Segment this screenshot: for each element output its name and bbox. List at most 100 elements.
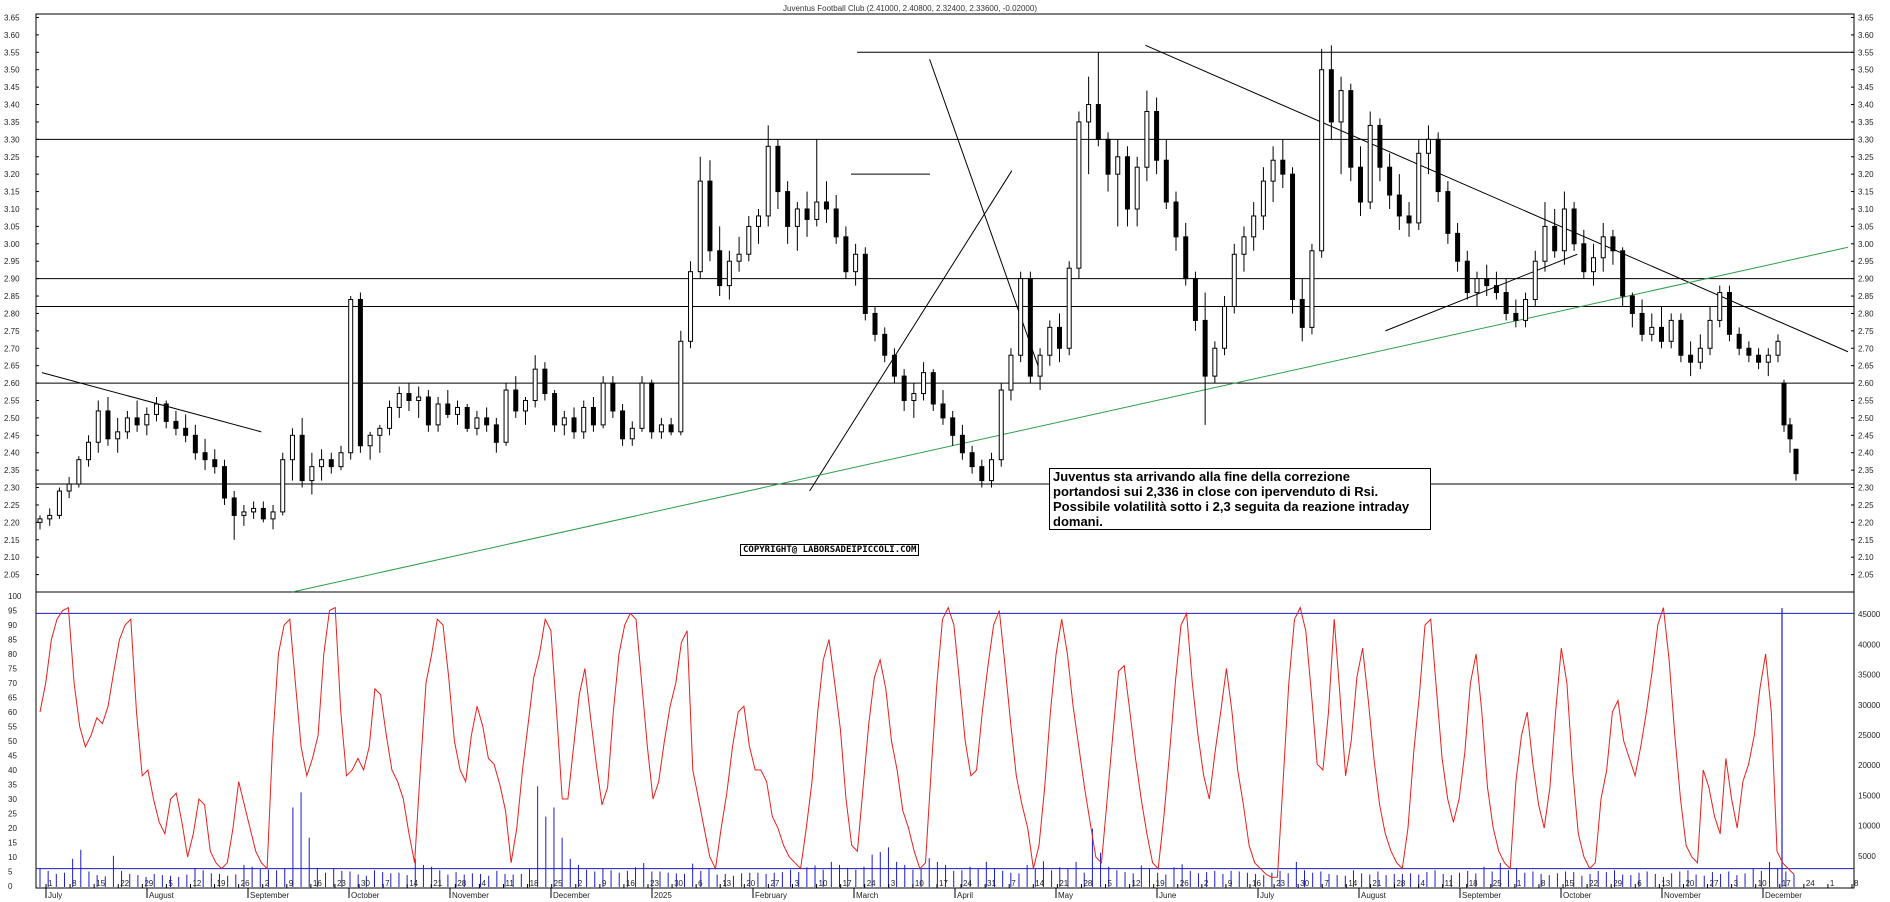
price-tick-label: 2.95	[1858, 257, 1874, 266]
candle-body	[377, 427, 383, 436]
note-line: domani.	[1053, 514, 1103, 529]
horizontal-levels	[36, 51, 1854, 485]
candle-body	[1348, 90, 1354, 168]
candle-body	[639, 382, 645, 429]
candle-body	[474, 417, 480, 429]
rsi-tick-label: 70	[8, 679, 17, 688]
price-tick-label: 2.75	[1858, 327, 1874, 336]
x-tick-label: 18	[530, 879, 539, 888]
candle-body	[144, 413, 150, 426]
price-tick-label: 2.55	[4, 396, 20, 405]
rsi-tick-label: 55	[8, 723, 17, 732]
candle-body	[280, 459, 286, 513]
x-tick-label: 7	[1324, 879, 1329, 888]
candle-body	[1008, 354, 1014, 391]
price-tick-label: 2.60	[4, 379, 20, 388]
price-tick-label: 3.55	[1858, 48, 1874, 57]
candle-body	[542, 368, 548, 395]
price-tick-label: 2.90	[1858, 275, 1874, 284]
candle-body	[1435, 138, 1441, 193]
candle-body	[1066, 267, 1072, 349]
x-tick-label: 17	[1782, 879, 1791, 888]
candle-body	[600, 382, 606, 426]
volume-tick-label: 5000	[1858, 852, 1876, 861]
candle-body	[1552, 225, 1558, 252]
candle-body	[1056, 326, 1062, 349]
candle-body	[1736, 333, 1742, 349]
candle-body	[328, 459, 334, 468]
candle-body	[173, 420, 179, 429]
candle-body	[241, 511, 247, 516]
candle-body	[1183, 236, 1189, 280]
trendline	[809, 170, 1013, 492]
x-tick-label: 22	[120, 879, 129, 888]
candle-body	[620, 410, 626, 440]
month-label: April	[957, 891, 973, 900]
x-tick-label: 1	[48, 879, 53, 888]
candle-body	[1105, 138, 1111, 175]
candle-body	[901, 375, 907, 401]
x-tick-label: 1	[1830, 879, 1835, 888]
x-tick-label: 2	[265, 879, 270, 888]
candle-body	[367, 434, 373, 447]
x-tick-label: 9	[602, 879, 607, 888]
candle-body	[1018, 278, 1024, 356]
candle-body	[464, 406, 470, 429]
month-label: September	[1462, 891, 1501, 900]
candle-body	[940, 403, 946, 419]
month-label: 2025	[654, 891, 672, 900]
candle-body	[1765, 354, 1771, 363]
volume-tick-label: 20000	[1858, 761, 1881, 770]
candle-body	[1260, 180, 1266, 217]
price-tick-label: 3.60	[4, 31, 20, 40]
candle-body	[134, 417, 140, 426]
rsi-series-line	[39, 606, 1795, 878]
price-tick-label: 3.20	[1858, 170, 1874, 179]
x-tick-label: 6	[698, 879, 703, 888]
candle-body	[445, 403, 451, 415]
candle-body	[1561, 208, 1567, 252]
x-tick-label: 11	[1445, 879, 1454, 888]
candle-body	[668, 424, 674, 433]
x-tick-label: 6	[1637, 879, 1642, 888]
price-tick-label: 3.15	[1858, 188, 1874, 197]
x-tick-label: 15	[1565, 879, 1574, 888]
x-tick-label: 19	[217, 879, 226, 888]
candle-body	[435, 403, 441, 426]
candle-body	[1396, 194, 1402, 217]
volume-tick-label: 30000	[1858, 701, 1881, 710]
candle-body	[658, 424, 664, 433]
price-tick-label: 2.20	[1858, 518, 1874, 527]
price-tick-label: 3.35	[4, 118, 20, 127]
candle-body	[493, 424, 499, 443]
candle-body	[1406, 215, 1412, 224]
price-tick-label: 2.50	[4, 414, 20, 423]
price-tick-label: 3.50	[4, 66, 20, 75]
x-tick-label: 4	[1421, 879, 1426, 888]
x-tick-label: 24	[867, 879, 876, 888]
candle-body	[785, 191, 791, 227]
price-tick-label: 2.75	[4, 327, 20, 336]
candle-body	[105, 410, 111, 440]
candle-body	[1455, 232, 1461, 262]
candle-body	[775, 145, 781, 193]
volume-tick-label: 10000	[1858, 822, 1881, 831]
rsi-tick-label: 95	[8, 607, 17, 616]
price-tick-label: 2.25	[1858, 501, 1874, 510]
candle-body	[989, 459, 995, 482]
month-label: August	[149, 891, 175, 900]
price-tick-label: 2.15	[4, 536, 20, 545]
rsi-tick-label: 35	[8, 781, 17, 790]
candle-body	[1047, 326, 1053, 356]
price-tick-label: 3.45	[1858, 83, 1874, 92]
rsi-tick-label: 15	[8, 839, 17, 848]
candle-body	[387, 406, 393, 429]
x-tick-label: 15	[96, 879, 105, 888]
candle-body	[532, 368, 538, 401]
price-tick-label: 2.85	[4, 292, 20, 301]
price-tick-label: 2.95	[4, 257, 20, 266]
x-tick-label: 23	[337, 879, 346, 888]
candle-body	[37, 518, 43, 523]
rsi-tick-label: 0	[8, 882, 13, 891]
